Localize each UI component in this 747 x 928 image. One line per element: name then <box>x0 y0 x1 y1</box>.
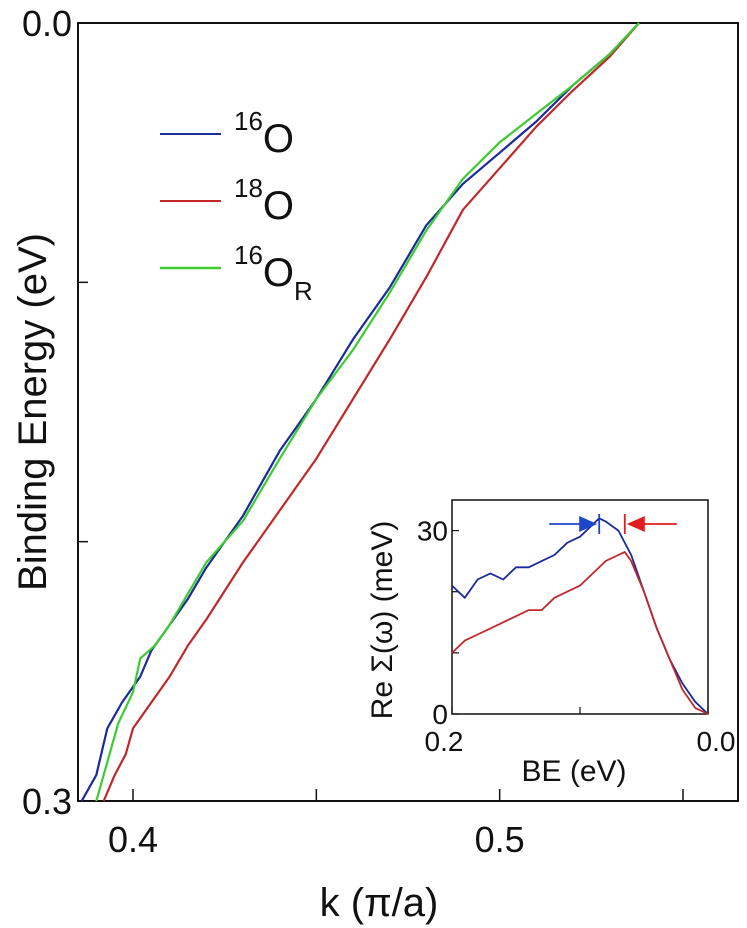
main-series <box>80 22 640 802</box>
inset-x-tick-label-0-0: 0.0 <box>697 726 736 757</box>
legend-sup-18O: 18 <box>234 173 263 203</box>
inset-x-axis-label: BE (eV) <box>521 755 626 788</box>
inset-series <box>451 517 709 715</box>
legend-base-16O: O <box>263 117 294 161</box>
inset-ticks: 0.2 0.0 0 30 <box>417 516 736 757</box>
inset-y-tick-label-30: 30 <box>417 516 448 547</box>
inset-background <box>452 500 708 714</box>
legend-sup-16O: 16 <box>234 106 263 136</box>
main-plot-frame <box>77 22 739 802</box>
inset-x-tick-label-0-2: 0.2 <box>425 726 464 757</box>
marker-arrowhead-18O-peak <box>626 516 645 532</box>
x-axis-label: k (π/a) <box>320 881 439 925</box>
legend-label-18O: 18O <box>234 173 294 228</box>
series-line-16OR <box>95 22 640 802</box>
inset-y-tick-label-0: 0 <box>432 699 448 730</box>
legend: 16O 18O 16OR <box>160 106 313 306</box>
x-tick-label-0-5: 0.5 <box>475 819 525 860</box>
marker-arrowhead-16O-peak <box>579 516 598 532</box>
series-line-16O <box>80 22 640 802</box>
series-line-18O <box>102 22 640 802</box>
main-plot: 0.4 0.5 0.0 0.3 k (π/a) Binding Energy (eV)… <box>11 3 739 925</box>
legend-base-18O: O <box>263 184 294 228</box>
y-tick-label-0-3: 0.3 <box>22 781 72 822</box>
legend-sub-16OR: R <box>294 276 313 306</box>
legend-base-16OR: O <box>263 251 294 295</box>
y-tick-label-0: 0.0 <box>22 3 72 44</box>
legend-label-16O: 16O <box>234 106 294 161</box>
inset-series-line-18O <box>451 551 709 715</box>
inset-plot: 0.2 0.0 0 30 BE (eV) Re Σ(ω) (meV) <box>366 499 736 788</box>
inset-y-axis-label: Re Σ(ω) (meV) <box>366 521 399 720</box>
legend-label-16OR: 16OR <box>234 240 313 306</box>
inset-peak-markers <box>549 514 677 534</box>
x-tick-label-0-4: 0.4 <box>108 819 158 860</box>
legend-sup-16OR: 16 <box>234 240 263 270</box>
main-ticks: 0.4 0.5 0.0 0.3 <box>22 3 684 860</box>
y-axis-label: Binding Energy (eV) <box>11 233 55 591</box>
